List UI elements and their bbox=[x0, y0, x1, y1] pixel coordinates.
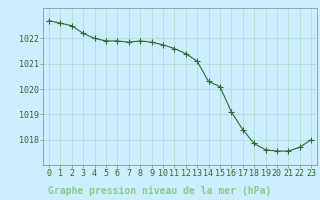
Text: Graphe pression niveau de la mer (hPa): Graphe pression niveau de la mer (hPa) bbox=[48, 186, 272, 196]
